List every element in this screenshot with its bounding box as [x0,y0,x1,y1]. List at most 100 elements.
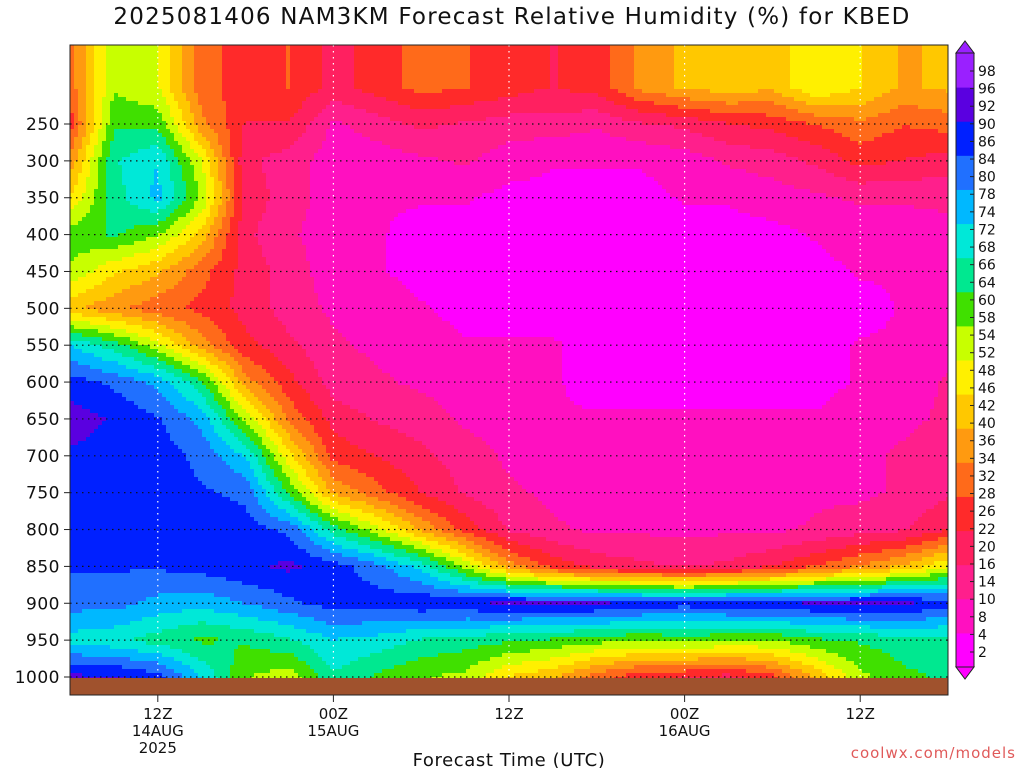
heat-cell [146,69,151,74]
heat-cell [734,53,739,58]
heat-cell [582,81,587,86]
heat-cell [538,97,543,102]
heat-cell [706,85,711,90]
heat-cell [122,65,127,70]
heat-cell [802,97,807,102]
heat-cell [214,113,219,118]
heat-cell [310,45,315,50]
heat-cell [822,65,827,70]
heat-cell [638,109,643,114]
heat-cell [870,89,875,94]
heat-cell [306,77,311,82]
heat-cell [294,85,299,90]
heat-cell [534,69,539,74]
heat-cell [346,113,351,118]
heat-cell [374,125,379,130]
heat-cell [822,97,827,102]
heat-cell [926,125,931,130]
heat-cell [694,89,699,94]
heat-cell [930,45,935,50]
heat-cell [758,73,763,78]
heat-cell [738,61,743,66]
heat-cell [306,109,311,114]
heat-cell [482,129,487,134]
heat-cell [394,45,399,50]
heat-cell [318,101,323,106]
heat-cell [670,125,675,130]
heat-cell [814,89,819,94]
heat-cell [382,77,387,82]
heat-cell [86,125,91,130]
heat-cell [162,113,167,118]
heat-cell [686,89,691,94]
heat-cell [742,49,747,54]
heat-cell [270,49,275,54]
heat-cell [498,89,503,94]
heat-cell [526,65,531,70]
heat-cell [262,93,267,98]
heat-cell [422,89,427,94]
heat-cell [570,101,575,106]
heat-cell [926,45,931,50]
heat-cell [830,113,835,118]
heat-cell [898,121,903,126]
heat-cell [622,109,627,114]
heat-cell [306,57,311,62]
heat-cell [258,93,263,98]
heat-cell [414,57,419,62]
heat-cell [190,85,195,90]
heat-cell [562,85,567,90]
heat-cell [366,121,371,126]
heat-cell [202,61,207,66]
heat-cell [702,61,707,66]
heat-cell [146,81,151,86]
heat-cell [838,129,843,134]
heat-cell [390,125,395,130]
heat-cell [794,97,799,102]
heat-cell [206,81,211,86]
heat-cell [666,93,671,98]
heat-cell [838,117,843,122]
heat-cell [662,117,667,122]
heat-cell [870,129,875,134]
heat-cell [842,109,847,114]
heat-cell [754,109,759,114]
heat-cell [310,65,315,70]
heat-cell [590,109,595,114]
heat-cell [890,101,895,106]
heat-cell [774,105,779,110]
heat-cell [394,53,399,58]
heat-cell [810,77,815,82]
heat-cell [398,49,403,54]
heat-cell [202,57,207,62]
heat-cell [658,89,663,94]
heat-cell [418,97,423,102]
heat-cell [918,57,923,62]
heat-cell [646,77,651,82]
heat-cell [794,65,799,70]
heat-cell [742,81,747,86]
heat-cell [866,57,871,62]
heat-cell [186,61,191,66]
heat-cell [434,89,439,94]
heat-cell [670,65,675,70]
heat-cell [262,105,267,110]
heat-cell [514,77,519,82]
heat-cell [386,85,391,90]
heat-cell [502,93,507,98]
heat-cell [610,89,615,94]
heat-cell [246,77,251,82]
heat-cell [658,53,663,58]
heat-cell [350,121,355,126]
heat-cell [510,89,515,94]
heat-cell [786,45,791,50]
heat-cell [86,65,91,70]
heat-cell [354,113,359,118]
heat-cell [150,77,155,82]
heat-cell [182,109,187,114]
heat-cell [578,97,583,102]
heat-cell [830,121,835,126]
heat-cell [102,97,107,102]
heat-cell [94,97,99,102]
heat-cell [690,85,695,90]
